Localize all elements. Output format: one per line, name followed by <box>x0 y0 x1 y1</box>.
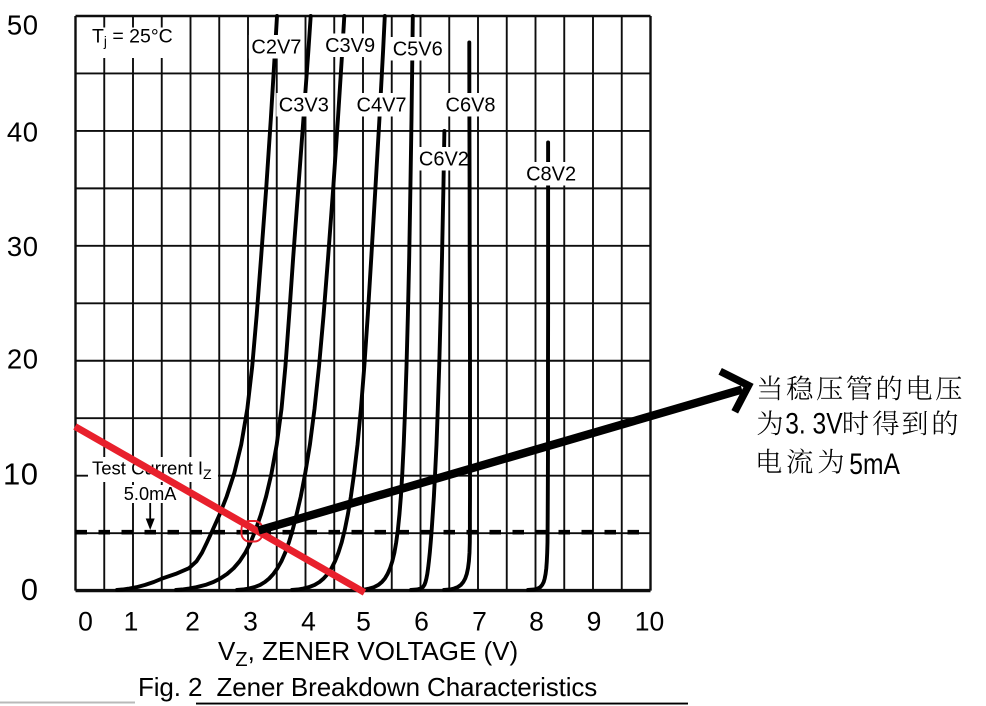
svg-text:C3V3: C3V3 <box>279 95 329 117</box>
svg-text:C8V2: C8V2 <box>526 164 576 186</box>
svg-text:4: 4 <box>301 607 316 637</box>
svg-text:1: 1 <box>124 607 139 637</box>
svg-text:50: 50 <box>7 10 39 41</box>
svg-text:5.0mA: 5.0mA <box>124 484 177 504</box>
svg-text:6: 6 <box>414 607 429 637</box>
svg-text:C5V6: C5V6 <box>393 39 443 61</box>
svg-text:C6V8: C6V8 <box>446 95 496 117</box>
svg-text:5: 5 <box>356 607 371 637</box>
svg-text:C4V7: C4V7 <box>357 95 407 117</box>
svg-text:C6V2: C6V2 <box>419 149 469 171</box>
svg-text:30: 30 <box>7 231 39 262</box>
svg-text:Tj = 25°C: Tj = 25°C <box>92 25 173 49</box>
svg-text:3. 3V: 3. 3V <box>785 406 843 440</box>
svg-text:5mA: 5mA <box>849 447 900 481</box>
svg-text:8: 8 <box>529 607 544 637</box>
svg-text:3: 3 <box>243 607 258 637</box>
svg-text:0: 0 <box>21 572 39 607</box>
svg-text:2: 2 <box>185 607 200 637</box>
svg-text:20: 20 <box>7 344 39 375</box>
svg-text:C3V9: C3V9 <box>325 35 375 57</box>
svg-text:VZ, ZENER VOLTAGE (V): VZ, ZENER VOLTAGE (V) <box>218 636 518 671</box>
svg-text:7: 7 <box>472 607 487 637</box>
svg-text:0: 0 <box>78 607 93 637</box>
svg-text:40: 40 <box>7 117 39 148</box>
svg-text:9: 9 <box>587 607 602 637</box>
svg-text:10: 10 <box>635 607 664 637</box>
svg-text:10: 10 <box>3 457 38 492</box>
svg-text:Fig. 2 Zener Breakdown Charac: Fig. 2 Zener Breakdown Characteristics <box>138 672 597 702</box>
svg-text:C2V7: C2V7 <box>251 37 301 59</box>
